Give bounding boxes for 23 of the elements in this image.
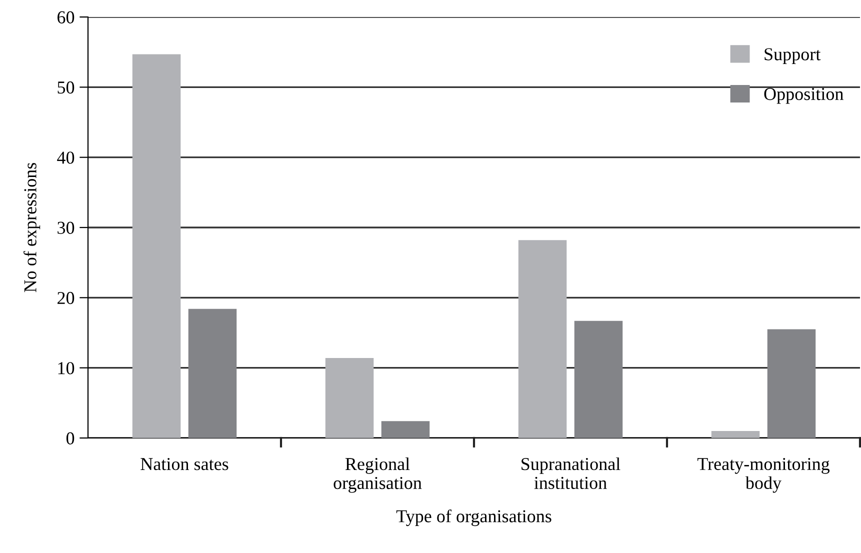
bar <box>188 308 237 438</box>
legend-label: Support <box>764 48 821 64</box>
y-axis-title: No of expressions <box>24 162 40 292</box>
y-tick-label: 10 <box>58 362 74 374</box>
legend-label: Opposition <box>764 88 844 104</box>
bar <box>132 54 181 438</box>
bar <box>574 320 623 438</box>
y-tick-label: 30 <box>58 222 74 234</box>
y-tick-label: 60 <box>58 11 74 24</box>
x-tick-label: Nation sates <box>140 458 228 470</box>
y-tick-label: 50 <box>58 81 74 94</box>
x-axis-title: Type of organisations <box>396 509 552 526</box>
y-tick-label: 0 <box>66 432 74 444</box>
bar <box>325 358 374 438</box>
y-tick-label: 40 <box>57 152 74 164</box>
y-tick-label: 20 <box>58 292 74 304</box>
bar <box>711 430 760 438</box>
x-tick-label: Treaty-monitoring body <box>697 458 830 493</box>
bar <box>518 240 567 438</box>
x-tick-label: Supranational institution <box>522 457 620 490</box>
bar <box>767 329 816 438</box>
bar <box>381 421 430 438</box>
x-tick-label: Regional organisation <box>334 457 422 493</box>
